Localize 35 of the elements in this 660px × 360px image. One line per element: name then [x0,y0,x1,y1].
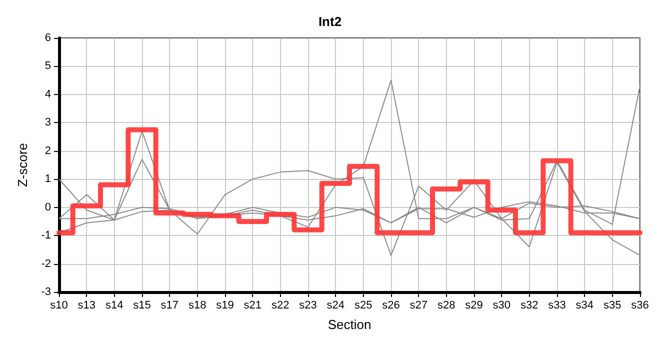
x-tick-label: s32 [520,300,538,312]
x-tick-label: s15 [133,300,151,312]
x-tick-label: s26 [382,300,400,312]
x-tick-label: s17 [160,300,179,312]
x-tick-label: s30 [492,300,511,312]
y-tick-label: 1 [44,173,51,186]
x-tick-label: s35 [603,300,622,312]
y-axis-title: Z-score [15,142,30,188]
x-tick-label: s29 [465,300,483,312]
x-tick-label: s24 [326,300,345,312]
x-tick-label: s36 [631,300,649,312]
y-tick-label: 2 [44,144,51,157]
y-tick-label: -1 [41,230,51,242]
x-tick-label: s33 [548,300,566,312]
y-tick-label: -3 [41,286,51,298]
x-tick-label: s28 [437,300,456,312]
x-tick-label: s22 [271,300,290,312]
x-tick-label: s10 [50,300,68,312]
y-tick-label: 3 [44,116,51,129]
x-tick-label: s34 [576,300,594,312]
x-tick-label: s19 [216,300,234,312]
y-tick-label: 0 [44,201,51,214]
y-tick-label: 4 [44,88,51,100]
chart-title: Int2 [318,14,342,29]
y-tick-label: 6 [44,32,51,44]
x-tick-label: s14 [105,300,124,312]
x-tick-label: s18 [188,300,206,312]
x-tick-label: s27 [410,300,428,312]
y-tick-label: 5 [44,60,51,72]
y-tick-label: -2 [41,258,51,270]
x-axis-title: Section [328,317,372,332]
x-tick-label: s23 [299,300,317,312]
x-tick-label: s13 [78,300,96,312]
x-tick-label: s21 [244,300,262,312]
x-tick-label: s25 [354,300,372,312]
